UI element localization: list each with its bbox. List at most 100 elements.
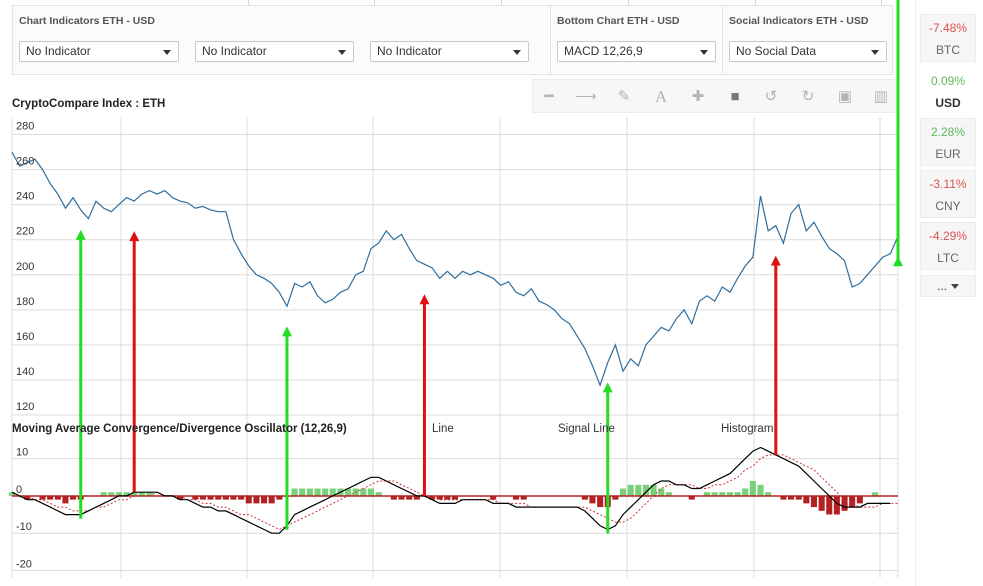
macd-y-tick-label: -10: [16, 521, 32, 533]
signal-line: [12, 454, 898, 531]
undo-icon[interactable]: ↺: [764, 88, 778, 105]
macd-line: [11, 446, 891, 534]
chart-canvas: 120 140 160 180 200 220 240 260 280 -20 -10 0 10 Movi…: [8, 0, 903, 578]
pencil-icon[interactable]: ✎: [617, 88, 631, 105]
strip-divider: [501, 0, 502, 6]
histogram-bar: [360, 488, 367, 496]
coin-cny[interactable]: -3.11% CNY: [920, 170, 976, 218]
macd-y-tick-label: -20: [16, 559, 32, 571]
histogram-bar: [222, 495, 229, 500]
macd-y-tick-label: 10: [16, 447, 28, 459]
coin-sidebar: -7.48% BTC 0.09% USD 2.28% EUR -3.11% CN…: [915, 0, 983, 586]
text-icon[interactable]: A: [654, 87, 668, 106]
buy-arrow-head: [281, 326, 292, 337]
strip-divider: [248, 0, 249, 6]
histogram-bar: [513, 495, 520, 500]
histogram-bar: [436, 495, 443, 500]
indicator-select-3[interactable]: No Indicator: [370, 41, 529, 62]
chart-indicators-title: Chart Indicators ETH - USD: [19, 15, 155, 27]
more-coins-dropdown[interactable]: ...: [920, 275, 976, 297]
histogram-bar: [451, 495, 458, 500]
coin-eur[interactable]: 2.28% EUR: [920, 118, 976, 166]
histogram-bar: [872, 492, 879, 496]
histogram-bar: [291, 488, 298, 496]
histogram-bar: [100, 492, 107, 496]
price-y-tick-label: 260: [16, 156, 34, 168]
chevron-down-icon: [163, 50, 171, 55]
histogram-bar: [24, 495, 31, 500]
histogram-bar: [367, 488, 374, 496]
bottom-chart-select[interactable]: MACD 12,26,9: [557, 41, 716, 62]
indicator-select-2-value: No Indicator: [202, 44, 267, 58]
histogram-bar: [70, 495, 77, 500]
histogram-bar: [146, 492, 153, 496]
histogram-bar: [849, 495, 856, 508]
histogram-bar: [841, 495, 848, 511]
histogram-bar: [39, 495, 46, 500]
indicator-select-3-value: No Indicator: [377, 44, 442, 58]
histogram-bar: [734, 492, 741, 496]
histogram-bar: [306, 488, 313, 496]
chevron-down-icon: [338, 50, 346, 55]
price-y-tick-label: 160: [16, 331, 34, 343]
histogram-bar: [642, 484, 649, 496]
more-coins-label: ...: [936, 279, 947, 293]
trash-icon[interactable]: ▥: [873, 88, 889, 105]
price-y-tick-label: 180: [16, 296, 34, 308]
buy-arrow-head: [75, 229, 86, 240]
bottom-chart-select-value: MACD 12,26,9: [564, 44, 643, 58]
histogram-bar: [726, 492, 733, 496]
minus-icon[interactable]: ━: [544, 88, 554, 105]
coin-ltc[interactable]: -4.29% LTC: [920, 222, 976, 270]
arrow-right-icon[interactable]: ⟶: [575, 88, 597, 105]
coin-ltc-symbol: LTC: [937, 251, 959, 265]
redo-icon[interactable]: ↻: [801, 88, 815, 105]
macd-legend-label: Line: [432, 423, 454, 435]
histogram-bar: [192, 495, 199, 500]
histogram-bar: [826, 495, 833, 515]
histogram-bar: [650, 484, 657, 496]
buy-arrow-head: [893, 256, 903, 267]
histogram-bar: [138, 492, 145, 496]
histogram-bar: [398, 495, 405, 500]
coin-btc-symbol: BTC: [936, 43, 960, 57]
sell-arrow-head: [129, 231, 140, 242]
price-chart: [11, 151, 899, 387]
histogram-bar: [597, 495, 604, 508]
histogram-bar: [215, 495, 222, 500]
price-chart-title: CryptoCompare Index : ETH: [12, 98, 166, 110]
price-y-tick-label: 280: [16, 121, 34, 133]
plus-icon[interactable]: ✚: [691, 88, 705, 105]
macd-legend-label: Signal Line: [558, 423, 615, 435]
histogram-bar: [429, 495, 436, 500]
histogram-bar: [299, 488, 306, 496]
histogram-bar: [314, 488, 321, 496]
histogram-bar: [833, 495, 840, 515]
indicator-select-2[interactable]: No Indicator: [195, 41, 354, 62]
histogram-bar: [803, 495, 810, 504]
histogram-bar: [589, 495, 596, 504]
histogram-bar: [658, 488, 665, 496]
bottom-chart-group: Bottom Chart ETH - USD MACD 12,26,9: [550, 6, 722, 74]
histogram-bar: [711, 492, 718, 496]
coin-btc[interactable]: -7.48% BTC: [920, 14, 976, 62]
histogram-bar: [199, 495, 206, 500]
social-data-select[interactable]: No Social Data: [729, 41, 887, 62]
chart-indicators-group: Chart Indicators ETH - USD No Indicator …: [13, 6, 550, 74]
save-icon[interactable]: ▣: [837, 88, 853, 105]
histogram-bar: [581, 495, 588, 500]
strip-divider: [628, 0, 629, 6]
histogram-bar: [818, 495, 825, 511]
histogram-bar: [665, 492, 672, 496]
histogram-bar: [47, 495, 54, 500]
square-icon[interactable]: ■: [730, 88, 740, 105]
histogram-bar: [115, 492, 122, 496]
drawing-toolbar: ━ ⟶ ✎ A ✚ ■ ↺ ↻ ▣ ▥: [532, 79, 898, 113]
coin-usd[interactable]: 0.09% USD: [920, 67, 976, 115]
histogram-bar: [627, 484, 634, 496]
chevron-down-icon: [871, 50, 879, 55]
histogram-bar: [520, 495, 527, 500]
chart-labels: 120 140 160 180 200 220 240 260 280 -20 -10 0 10 Movi…: [12, 121, 773, 571]
price-y-tick-label: 140: [16, 366, 34, 378]
indicator-select-1[interactable]: No Indicator: [19, 41, 179, 62]
